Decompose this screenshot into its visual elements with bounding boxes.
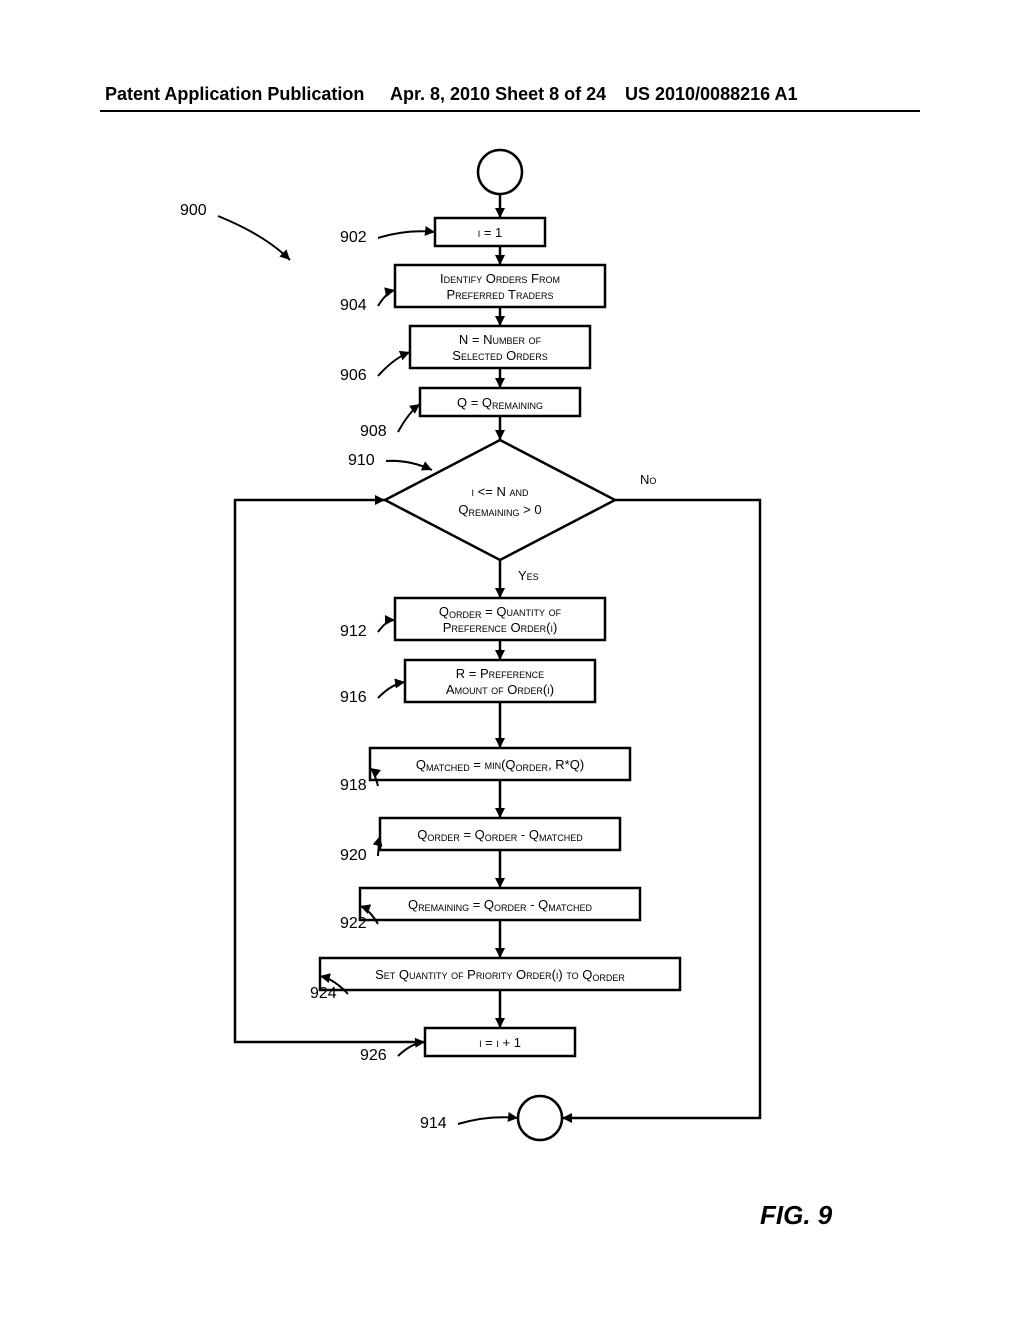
- svg-text:R = Preference: R = Preference: [456, 666, 544, 681]
- svg-text:Preferred Traders: Preferred Traders: [446, 287, 553, 302]
- svg-text:908: 908: [360, 423, 387, 440]
- svg-text:N = Number of: N = Number of: [459, 332, 542, 347]
- svg-text:No: No: [640, 472, 656, 487]
- page: Patent Application Publication Apr. 8, 2…: [0, 0, 1024, 1320]
- figure-caption: FIG. 9: [760, 1200, 832, 1231]
- svg-text:Set Quantity of Priority Order: Set Quantity of Priority Order(i) to QOR…: [375, 967, 625, 983]
- svg-text:922: 922: [340, 915, 367, 932]
- svg-text:918: 918: [340, 777, 367, 794]
- svg-text:i <= N and: i <= N and: [472, 484, 529, 499]
- svg-text:924: 924: [310, 985, 337, 1002]
- svg-text:904: 904: [340, 297, 367, 314]
- flowchart: i = 1 Identify Orders FromPreferred Trade…: [0, 0, 1024, 1200]
- svg-text:900: 900: [180, 202, 207, 219]
- svg-text:910: 910: [348, 452, 375, 469]
- svg-text:i = i + 1: i = i + 1: [479, 1035, 521, 1050]
- svg-text:Amount of Order(i): Amount of Order(i): [446, 682, 554, 697]
- svg-text:914: 914: [420, 1115, 447, 1132]
- svg-text:Preference Order(i): Preference Order(i): [443, 620, 558, 635]
- svg-text:912: 912: [340, 623, 367, 640]
- svg-text:i = 1: i = 1: [478, 225, 503, 240]
- svg-text:916: 916: [340, 689, 367, 706]
- svg-text:906: 906: [340, 367, 367, 384]
- svg-text:920: 920: [340, 847, 367, 864]
- svg-text:Yes: Yes: [518, 568, 539, 583]
- svg-text:Identify Orders From: Identify Orders From: [440, 271, 560, 286]
- svg-text:926: 926: [360, 1047, 387, 1064]
- svg-text:Selected Orders: Selected Orders: [452, 348, 547, 363]
- svg-text:902: 902: [340, 229, 367, 246]
